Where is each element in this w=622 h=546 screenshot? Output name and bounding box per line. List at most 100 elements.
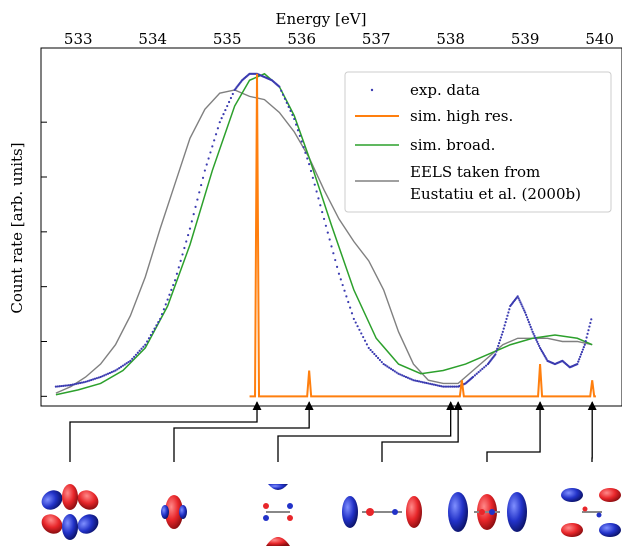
exp-data-point (79, 381, 82, 385)
exp-data-point (86, 380, 89, 383)
exp-data-point (523, 309, 526, 312)
exp-data-point (401, 374, 404, 377)
exp-data-point (588, 325, 591, 328)
exp-data-point (144, 343, 147, 346)
exp-data-point (138, 349, 141, 352)
exp-data-point (349, 306, 352, 309)
exp-data-point (410, 378, 413, 381)
exp-data-point (173, 279, 177, 282)
exp-data-point (584, 339, 587, 343)
exp-data-point (205, 163, 208, 166)
exp-data-point (538, 344, 541, 348)
exp-data-point (203, 169, 206, 172)
exp-data-point (92, 378, 95, 381)
exp-data-point (103, 374, 106, 377)
exp-data-point (311, 176, 314, 179)
exp-data-point (519, 301, 522, 304)
exp-data-point (328, 238, 331, 241)
exp-data-point (429, 382, 432, 385)
exp-data-point (60, 384, 63, 388)
exp-data-point (159, 317, 162, 321)
exp-data-point (580, 350, 584, 354)
exp-data-point (526, 318, 530, 321)
exp-data-point (214, 133, 218, 136)
exp-data-point (192, 212, 195, 216)
exp-data-point (123, 363, 126, 366)
exp-data-point (229, 96, 233, 100)
exp-data-point (520, 303, 523, 306)
exp-data-point (291, 113, 294, 117)
exp-data-point (417, 380, 421, 383)
exp-data-point (534, 336, 537, 339)
exp-data-point (501, 330, 504, 333)
exp-data-point (315, 190, 318, 193)
exp-data-point (179, 259, 182, 262)
exp-data-point (391, 369, 395, 372)
exp-data-point (200, 183, 203, 187)
exp-data-point (500, 333, 503, 336)
exp-data-point (430, 383, 434, 386)
orbital-image-4 (342, 496, 422, 528)
high-res-line (249, 73, 596, 398)
exp-data-point (579, 355, 582, 358)
exp-data-point (496, 347, 499, 350)
exp-data-point (216, 127, 220, 130)
exp-data-point (362, 335, 365, 339)
exp-data-point (345, 295, 348, 298)
legend-box (344, 71, 612, 213)
x-tick-label: 539 (511, 30, 540, 48)
exp-data-point (440, 385, 443, 388)
exp-data-point (75, 382, 78, 385)
exp-data-point (517, 297, 520, 300)
exp-data-point (185, 240, 188, 243)
exp-data-point (306, 157, 309, 160)
exp-data-point (581, 348, 584, 351)
exp-data-point (322, 217, 326, 221)
exp-data-point (412, 379, 415, 382)
exp-data-point (170, 288, 173, 291)
exp-data-point (90, 378, 93, 382)
exp-data-point (166, 298, 169, 301)
exp-data-point (537, 342, 540, 346)
exp-data-point (67, 384, 71, 387)
exp-data-point (498, 339, 502, 342)
exp-data-point (207, 157, 210, 160)
exp-data-point (142, 345, 145, 348)
exp-data-point (528, 323, 531, 326)
exp-data-point (194, 205, 197, 208)
orbital-image-5 (448, 492, 527, 532)
legend-eels-label-line2: Eustatiu et al. (2000b) (410, 185, 581, 203)
exp-data-point (153, 327, 156, 330)
exp-data-point (503, 324, 506, 327)
exp-data-point (164, 303, 167, 306)
exp-data-point (408, 377, 411, 380)
exp-data-point (73, 383, 76, 386)
exp-data-point (484, 364, 488, 367)
exp-data-point (298, 134, 301, 137)
connector-arrow (486, 401, 545, 462)
exp-data-point (350, 312, 354, 315)
exp-data-point (543, 354, 546, 358)
exp-data-point (451, 385, 454, 388)
exp-data-point (455, 385, 458, 388)
x-axis-title: Energy [eV] (276, 10, 367, 28)
exp-data-point (287, 105, 290, 108)
exp-data-point (129, 359, 132, 362)
exp-data-point (533, 334, 536, 337)
exp-data-point (495, 350, 498, 353)
exp-data-point (576, 362, 579, 366)
exp-data-point (378, 358, 382, 362)
exp-data-point (335, 265, 339, 269)
exp-data-point (525, 316, 529, 319)
exp-data-point (507, 311, 510, 314)
exp-data-point (367, 346, 370, 350)
exp-data-point (302, 146, 305, 149)
exp-data-point (309, 169, 313, 173)
x-tick-label: 537 (362, 30, 391, 48)
exp-data-point (403, 375, 406, 378)
exp-data-point (71, 383, 74, 386)
exp-data-point (280, 89, 283, 92)
exp-data-point (69, 383, 72, 387)
exp-data-point (308, 163, 311, 166)
